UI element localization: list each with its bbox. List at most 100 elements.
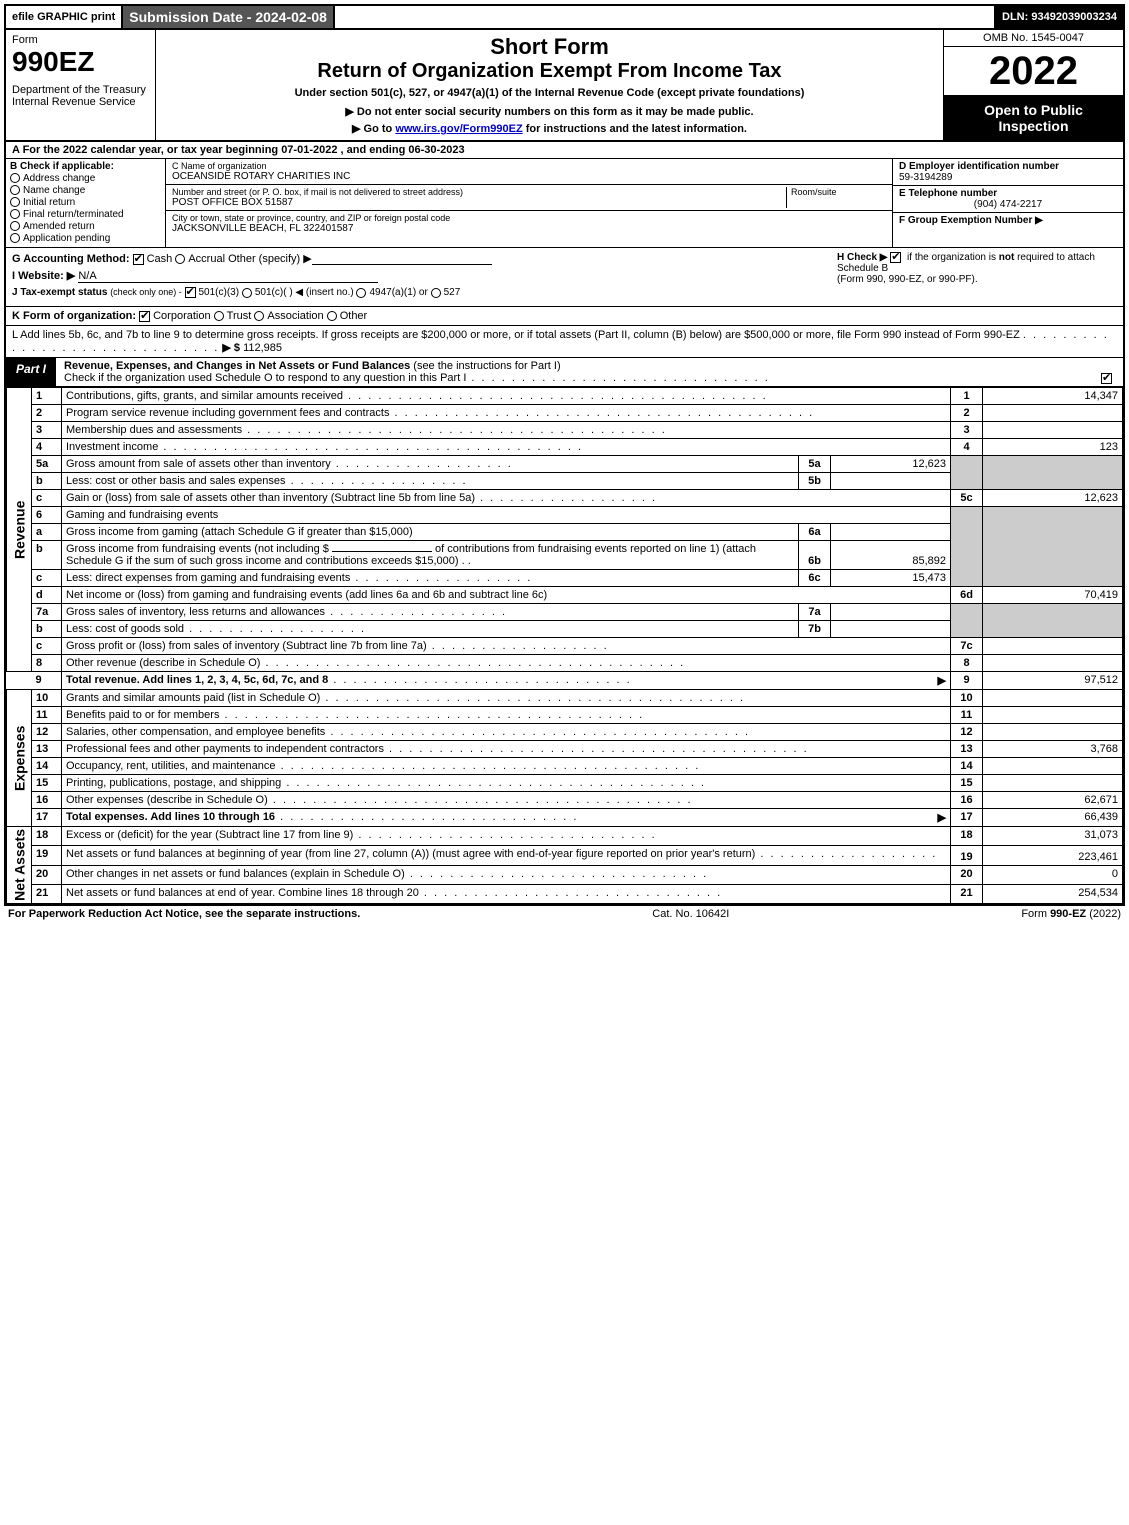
table-row: 15 Printing, publications, postage, and … (7, 775, 1123, 792)
b-check-if: Check if applicable: (20, 161, 114, 172)
l6-desc: Gaming and fundraising events (62, 507, 951, 524)
l10-num: 10 (32, 690, 62, 707)
efile-label[interactable]: efile GRAPHIC print (6, 6, 121, 28)
l16-num: 16 (32, 792, 62, 809)
l5c-num: c (32, 490, 62, 507)
l7a-desc: Gross sales of inventory, less returns a… (66, 606, 325, 618)
table-row: Net Assets 18 Excess or (deficit) for th… (7, 827, 1123, 846)
j-4947-radio[interactable] (356, 288, 366, 298)
j-527: 527 (444, 287, 461, 298)
tel-value: (904) 474-2217 (899, 199, 1117, 210)
l6c-mv: 15,473 (831, 570, 951, 587)
table-row: 9 Total revenue. Add lines 1, 2, 3, 4, 5… (7, 672, 1123, 690)
b-opt-initial[interactable]: Initial return (10, 197, 161, 208)
b-opt-amended[interactable]: Amended return (10, 221, 161, 232)
table-row: c Gross profit or (loss) from sales of i… (7, 638, 1123, 655)
l6d-val: 70,419 (983, 587, 1123, 604)
l14-rn: 14 (951, 758, 983, 775)
l6-num: 6 (32, 507, 62, 524)
org-street: POST OFFICE BOX 51587 (172, 197, 786, 208)
b-opt-final[interactable]: Final return/terminated (10, 209, 161, 220)
l6c-desc: Less: direct expenses from gaming and fu… (66, 572, 350, 584)
table-row: 20 Other changes in net assets or fund b… (7, 865, 1123, 884)
l2-desc: Program service revenue including govern… (66, 407, 389, 419)
l6a-num: a (32, 524, 62, 541)
goto-note: ▶ Go to www.irs.gov/Form990EZ for instru… (162, 122, 937, 135)
b-opt-pending[interactable]: Application pending (10, 233, 161, 244)
l2-num: 2 (32, 405, 62, 422)
g-other-blank[interactable] (312, 253, 492, 265)
l19-val: 223,461 (983, 846, 1123, 865)
l18-num: 18 (32, 827, 62, 846)
l2-val (983, 405, 1123, 422)
g-cash-check[interactable] (133, 254, 144, 265)
l6c-num: c (32, 570, 62, 587)
table-row: 12 Salaries, other compensation, and emp… (7, 724, 1123, 741)
l18-desc: Excess or (deficit) for the year (Subtra… (66, 829, 353, 841)
table-row: 7a Gross sales of inventory, less return… (7, 604, 1123, 621)
row-a-text: A For the 2022 calendar year, or tax yea… (12, 144, 465, 156)
l16-desc: Other expenses (describe in Schedule O) (66, 794, 268, 806)
l5a-num: 5a (32, 456, 62, 473)
l6d-rn: 6d (951, 587, 983, 604)
l6-shade (951, 507, 983, 587)
j-527-radio[interactable] (431, 288, 441, 298)
l10-val (983, 690, 1123, 707)
g-accrual-radio[interactable] (175, 254, 185, 264)
l6c-mn: 6c (799, 570, 831, 587)
table-row: 5a Gross amount from sale of assets othe… (7, 456, 1123, 473)
l16-val: 62,671 (983, 792, 1123, 809)
l7b-mn: 7b (799, 621, 831, 638)
header-middle: Short Form Return of Organization Exempt… (156, 30, 943, 140)
k-corp-check[interactable] (139, 311, 150, 322)
return-title: Return of Organization Exempt From Incom… (162, 60, 937, 83)
j-501c3-check[interactable] (185, 287, 196, 298)
k-other-radio[interactable] (327, 311, 337, 321)
l3-desc: Membership dues and assessments (66, 424, 242, 436)
l11-val (983, 707, 1123, 724)
l8-num: 8 (32, 655, 62, 672)
l7c-num: c (32, 638, 62, 655)
room-label: Room/suite (791, 187, 886, 197)
l13-num: 13 (32, 741, 62, 758)
l6a-desc: Gross income from gaming (attach Schedul… (66, 526, 413, 538)
j-line: J Tax-exempt status (check only one) - 5… (12, 287, 1117, 298)
l13-desc: Professional fees and other payments to … (66, 743, 384, 755)
under-section: Under section 501(c), 527, or 4947(a)(1)… (162, 87, 937, 99)
table-row: Revenue 1 Contributions, gifts, grants, … (7, 388, 1123, 405)
part1-checkbox[interactable] (1101, 373, 1112, 384)
k-assoc-radio[interactable] (254, 311, 264, 321)
l14-num: 14 (32, 758, 62, 775)
l12-val (983, 724, 1123, 741)
k-assoc: Association (267, 310, 323, 322)
l5c-desc: Gain or (loss) from sale of assets other… (66, 492, 475, 504)
irs-link[interactable]: www.irs.gov/Form990EZ (395, 123, 522, 135)
i-label: I Website: ▶ (12, 270, 75, 282)
table-row: 16 Other expenses (describe in Schedule … (7, 792, 1123, 809)
l6b-blank[interactable] (332, 551, 432, 552)
l15-val (983, 775, 1123, 792)
page-footer: For Paperwork Reduction Act Notice, see … (4, 906, 1125, 922)
l15-rn: 15 (951, 775, 983, 792)
l5b-mv (831, 473, 951, 490)
b-opt-name[interactable]: Name change (10, 185, 161, 196)
j-501c-radio[interactable] (242, 288, 252, 298)
l5a-desc: Gross amount from sale of assets other t… (66, 458, 331, 470)
form-label: Form (12, 34, 149, 46)
l11-rn: 11 (951, 707, 983, 724)
l5b-num: b (32, 473, 62, 490)
l15-num: 15 (32, 775, 62, 792)
table-row: 3 Membership dues and assessments 3 (7, 422, 1123, 439)
h-checkbox[interactable] (890, 252, 901, 263)
l19-rn: 19 (951, 846, 983, 865)
c-column: C Name of organization OCEANSIDE ROTARY … (166, 159, 893, 247)
part1-check-line: Check if the organization used Schedule … (64, 372, 466, 384)
table-row: c Gain or (loss) from sale of assets oth… (7, 490, 1123, 507)
l20-rn: 20 (951, 865, 983, 884)
table-row: 19 Net assets or fund balances at beginn… (7, 846, 1123, 865)
ein-value: 59-3194289 (899, 172, 952, 183)
k-trust-radio[interactable] (214, 311, 224, 321)
g-other: Other (specify) ▶ (228, 253, 312, 265)
b-opt-address[interactable]: Address change (10, 173, 161, 184)
table-row: 14 Occupancy, rent, utilities, and maint… (7, 758, 1123, 775)
